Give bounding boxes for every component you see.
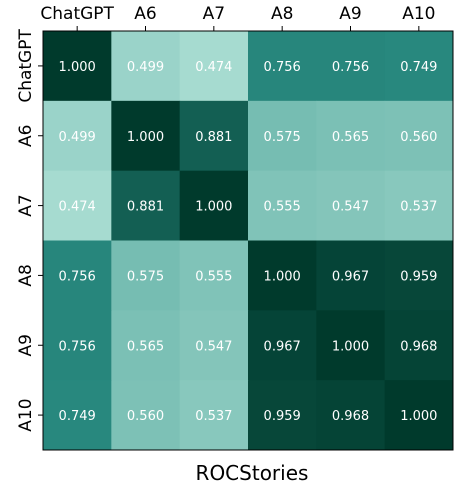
cell-value-label: 1.000 — [400, 409, 437, 424]
x-tick-label: ChatGPT — [40, 4, 114, 24]
cell-value-label: 0.959 — [264, 409, 301, 424]
heatmap-cell — [248, 170, 317, 241]
x-axis-label: ROCStories — [196, 461, 309, 485]
cell-value-label: 0.547 — [195, 339, 232, 354]
cell-value-label: 0.749 — [59, 409, 96, 424]
cell-value-label: 0.881 — [127, 200, 164, 215]
heatmap-cell — [316, 380, 386, 451]
heatmap-cell — [384, 380, 454, 451]
cell-value-label: 0.756 — [59, 339, 96, 354]
y-tick-label: A10 — [16, 398, 36, 431]
cell-value-label: 0.959 — [400, 269, 437, 284]
cell-value-label: 0.565 — [332, 130, 369, 145]
cell-value-label: 0.756 — [332, 60, 369, 75]
cell-value-label: 1.000 — [127, 130, 164, 145]
cell-value-label: 0.499 — [59, 130, 96, 145]
y-tick-label: A8 — [16, 264, 36, 286]
cell-value-label: 0.749 — [400, 60, 437, 75]
y-tick-label: A7 — [16, 194, 36, 216]
heatmap-cell — [111, 240, 181, 311]
heatmap-cell — [111, 310, 181, 381]
heatmap-cell — [248, 310, 317, 381]
cell-value-label: 0.967 — [264, 339, 301, 354]
heatmap-cell — [111, 170, 181, 241]
heatmap-cell — [43, 100, 112, 172]
cell-value-label: 0.547 — [332, 200, 369, 215]
heatmap-cell — [179, 380, 249, 451]
cell-value-label: 0.560 — [127, 409, 164, 424]
heatmap-cell — [248, 380, 317, 451]
cell-value-label: 0.555 — [264, 200, 301, 215]
cell-value-label: 0.575 — [127, 269, 164, 284]
heatmap-cell — [111, 31, 181, 102]
heatmap-cell — [384, 100, 454, 172]
heatmap-cell-labels: 1.000 0.499 0.474 0.756 0.756 0.749 0.499 1.000… — [59, 60, 438, 424]
heatmap-cell — [179, 31, 249, 102]
cell-value-label: 1.000 — [332, 339, 369, 354]
heatmap-cell — [111, 380, 181, 451]
heatmap-cell — [384, 310, 454, 381]
heatmap-cells — [43, 31, 454, 451]
y-tick-label: ChatGPT — [16, 29, 36, 103]
cell-value-label: 1.000 — [195, 200, 232, 215]
cell-value-label: 0.575 — [264, 130, 301, 145]
heatmap-cell — [384, 240, 454, 311]
cell-value-label: 0.756 — [264, 60, 301, 75]
x-axis-ticks: ChatGPT A6 A7 A8 A9 A10 — [40, 4, 435, 31]
cell-value-label: 0.560 — [400, 130, 437, 145]
heatmap-cell — [179, 100, 249, 172]
heatmap-cell — [43, 31, 112, 102]
heatmap-cell — [179, 170, 249, 241]
heatmap-cell — [248, 100, 317, 172]
x-tick-label: A8 — [271, 4, 293, 24]
heatmap-cell — [179, 310, 249, 381]
cell-value-label: 0.968 — [332, 409, 369, 424]
cell-value-label: 0.499 — [127, 60, 164, 75]
heatmap-cell — [43, 380, 112, 451]
heatmap-cell — [316, 240, 386, 311]
cell-value-label: 0.756 — [59, 269, 96, 284]
cell-value-label: 1.000 — [59, 60, 96, 75]
cell-value-label: 0.474 — [195, 60, 232, 75]
heatmap-cell — [316, 31, 386, 102]
plot-frame — [42, 30, 454, 451]
heatmap-cell — [248, 31, 317, 102]
x-tick-label: A9 — [339, 4, 361, 24]
cell-value-label: 0.537 — [195, 409, 232, 424]
cell-value-label: 0.565 — [127, 339, 164, 354]
cell-value-label: 0.537 — [400, 200, 437, 215]
y-tick-label: A9 — [16, 334, 36, 356]
heatmap-cell — [43, 170, 112, 241]
y-tick-label: A6 — [16, 125, 36, 147]
heatmap-cell — [179, 240, 249, 311]
x-tick-label: A10 — [402, 4, 435, 24]
heatmap-cell — [384, 170, 454, 241]
heatmap-cell — [43, 310, 112, 381]
heatmap-cell — [248, 240, 317, 311]
heatmap-cell — [384, 31, 454, 102]
cell-value-label: 0.968 — [400, 339, 437, 354]
cell-value-label: 0.881 — [195, 130, 232, 145]
cell-value-label: 0.555 — [195, 269, 232, 284]
heatmap-cell — [316, 100, 386, 172]
cell-value-label: 1.000 — [264, 269, 301, 284]
heatmap-cell — [316, 310, 386, 381]
y-axis-ticks: ChatGPT A6 A7 A8 A9 A10 — [16, 29, 43, 432]
x-tick-label: A6 — [134, 4, 156, 24]
x-tick-label: A7 — [203, 4, 225, 24]
cell-value-label: 0.967 — [332, 269, 369, 284]
heatmap-cell — [111, 100, 181, 172]
heatmap-cell — [316, 170, 386, 241]
cell-value-label: 0.474 — [59, 200, 96, 215]
heatmap-cell — [43, 240, 112, 311]
